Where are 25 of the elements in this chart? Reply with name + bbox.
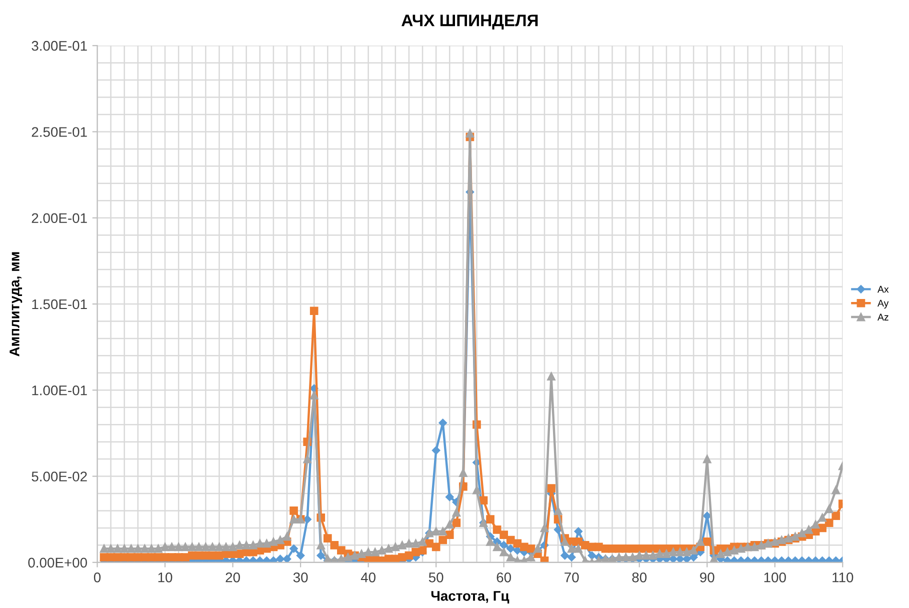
- x-axis-title: Частота, Гц: [431, 591, 510, 604]
- x-tick-label: 90: [700, 572, 714, 582]
- x-tick-label: 20: [226, 572, 240, 582]
- x-tick-label: 10: [158, 572, 172, 582]
- x-tick-label: 80: [632, 572, 647, 582]
- x-tick-label: 0: [94, 572, 101, 582]
- chart-title: АЧХ ШПИНДЕЛЯ: [402, 14, 538, 30]
- legend-label: Ay: [878, 300, 889, 309]
- x-tick-label: 100: [764, 572, 786, 582]
- y-tick-label: 0.00E+00: [28, 558, 87, 568]
- x-tick-label: 60: [496, 572, 512, 582]
- legend-label: Az: [878, 314, 888, 320]
- y-tick-label: 2.00E-01: [32, 213, 87, 224]
- legend-label: Ax: [878, 286, 889, 293]
- x-tick-label: 110: [832, 572, 854, 582]
- y-tick-label: 5.00E-02: [32, 472, 87, 482]
- x-tick-label: 70: [564, 572, 579, 582]
- y-axis-title: Амплитуда, мм: [10, 252, 22, 356]
- x-tick-label: 50: [428, 572, 444, 582]
- y-tick-label: 3.00E-01: [32, 40, 87, 51]
- y-tick-label: 2.50E-01: [32, 127, 87, 137]
- x-tick-label: 30: [293, 572, 308, 582]
- y-tick-label: 1.50E-01: [32, 299, 87, 310]
- x-tick-label: 40: [360, 572, 376, 582]
- y-tick-label: 1.00E-01: [32, 385, 87, 396]
